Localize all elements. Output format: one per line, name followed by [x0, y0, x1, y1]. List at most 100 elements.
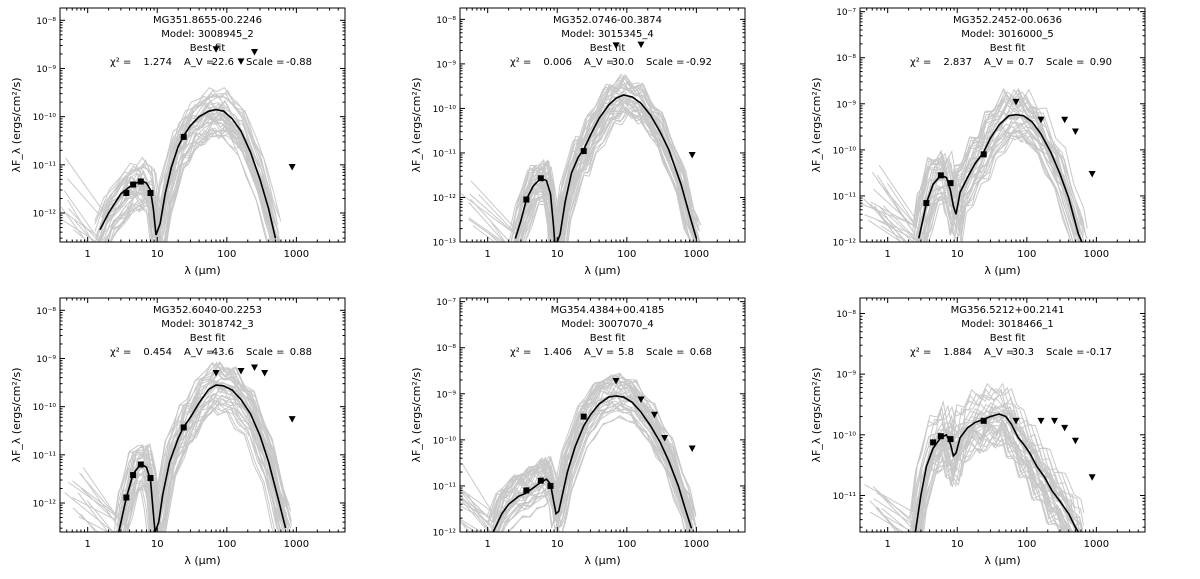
model-name: Model: 3018466_1	[961, 319, 1053, 330]
model-curve	[860, 87, 1078, 229]
flux-measurement	[147, 190, 154, 197]
x-axis-label: λ (μm)	[584, 264, 620, 277]
extinction-value: 22.6	[212, 57, 234, 68]
upper-limit-marker	[288, 164, 296, 171]
x-tick-label: 1000	[284, 249, 309, 260]
upper-limit-marker	[1037, 417, 1045, 425]
model-curve	[926, 129, 1083, 242]
extinction-label: A_V =	[584, 57, 614, 68]
model-curve	[60, 135, 269, 242]
upper-limit-marker	[688, 151, 696, 159]
y-axis-label: λF_λ (ergs/cm²/s)	[10, 367, 23, 462]
x-tick-label: 1	[884, 539, 890, 550]
model-curve	[66, 95, 277, 224]
upper-limit-marker	[650, 411, 658, 419]
model-curve	[116, 379, 283, 532]
model-curve	[104, 129, 274, 242]
sed-panel-2: 1 10 100 1000 10⁻¹³ 10⁻¹² 10⁻¹¹ 10⁻¹⁰ 10⁻⁹ 10⁻⁸ λ …	[410, 7, 746, 277]
y-tick-label: 10⁻⁹	[436, 60, 456, 70]
scale-value: -0.17	[1086, 347, 1112, 358]
model-name: Model: 3015345_4	[561, 29, 653, 40]
y-tick-label: 10⁻⁸	[836, 54, 856, 64]
flux-measurement	[523, 196, 530, 203]
model-name: Model: 3018742_3	[161, 319, 253, 330]
scale-label: Scale =	[1046, 347, 1084, 358]
x-tick-label: 1000	[284, 539, 309, 550]
model-curve	[912, 109, 1076, 242]
fit-label: Best fit	[190, 333, 226, 344]
model-curve	[928, 135, 1082, 242]
x-tick-label: 10	[551, 539, 564, 550]
model-name: Model: 3016000_5	[961, 29, 1053, 40]
flux-measurement	[147, 475, 154, 482]
y-tick-label: 10⁻⁹	[36, 355, 56, 365]
scale-value: -0.88	[286, 57, 312, 68]
upper-limit-marker	[612, 377, 620, 385]
model-curve	[923, 430, 1073, 532]
y-tick-label: 10⁻¹⁰	[433, 436, 457, 446]
model-curve	[511, 76, 694, 235]
sed-panel-6: 1 10 100 1000 10⁻¹¹ 10⁻¹⁰ 10⁻⁹ 10⁻⁸ λ (μm) λF_λ (…	[810, 297, 1146, 567]
model-curve	[923, 88, 1088, 229]
fit-label: Best fit	[590, 333, 626, 344]
plot-area	[864, 382, 1085, 532]
upper-limit-marker	[637, 396, 645, 404]
chi-squared-label: χ² =	[910, 347, 931, 358]
chi-squared-label: χ² =	[110, 57, 131, 68]
upper-limit-marker	[612, 42, 620, 49]
flux-measurement	[923, 200, 930, 207]
model-curve	[924, 134, 1078, 242]
plot-frame	[59, 297, 346, 533]
plot-frame	[859, 297, 1146, 533]
model-curve	[920, 387, 1085, 514]
scale-value: 0.88	[290, 347, 312, 358]
chi-squared-label: χ² =	[510, 57, 531, 68]
model-grid-curves	[460, 372, 697, 532]
scale-value: 0.90	[1090, 57, 1112, 68]
flux-measurement	[123, 190, 130, 197]
plot-frame	[459, 297, 746, 533]
flux-measurement	[980, 151, 987, 158]
y-tick-label: 10⁻¹²	[833, 239, 857, 249]
flux-measurement	[947, 436, 954, 443]
y-tick-label: 10⁻⁹	[836, 100, 856, 110]
model-curve	[460, 373, 692, 524]
model-curve	[497, 402, 692, 532]
model-curve	[883, 121, 1085, 242]
extinction-value: 5.8	[618, 347, 634, 358]
model-grid-curves	[864, 382, 1085, 532]
model-curve	[68, 110, 276, 242]
upper-limit-marker	[250, 364, 258, 371]
x-tick-label: 1000	[1084, 539, 1109, 550]
y-axis-label: λF_λ (ergs/cm²/s)	[810, 77, 823, 172]
sed-panel-4: 1 10 100 1000 10⁻¹² 10⁻¹¹ 10⁻¹⁰ 10⁻⁹ 10⁻⁸ λ (μm) λ…	[10, 297, 346, 567]
y-tick-label: 10⁻⁷	[836, 8, 856, 18]
model-curve	[921, 442, 1066, 532]
model-curve	[920, 93, 1085, 233]
model-curve	[495, 394, 694, 532]
y-tick-label: 10⁻¹¹	[833, 492, 857, 502]
best-fit-curve	[99, 108, 277, 239]
model-curve	[876, 394, 1074, 519]
sed-panel-1: 1 10 100 1000 10⁻¹² 10⁻¹¹ 10⁻¹⁰ 10⁻⁹ 10⁻⁸ λ (μm) λ…	[10, 7, 346, 277]
flux-measurement	[980, 417, 987, 424]
chi-squared-label: χ² =	[110, 347, 131, 358]
x-tick-label: 100	[217, 249, 236, 260]
model-curve	[915, 437, 1061, 532]
x-tick-label: 1000	[684, 539, 709, 550]
sed-panel-5: 1 10 100 1000 10⁻¹² 10⁻¹¹ 10⁻¹⁰ 10⁻⁹ 10⁻⁸ 10⁻⁷ λ (…	[410, 297, 746, 567]
y-tick-label: 10⁻⁸	[36, 307, 56, 317]
flux-measurement	[547, 482, 554, 489]
y-tick-label: 10⁻¹²	[433, 529, 457, 539]
upper-limit-marker	[212, 369, 220, 377]
model-curve	[880, 405, 1083, 532]
y-tick-label: 10⁻⁹	[36, 65, 56, 75]
x-axis-label: λ (μm)	[984, 264, 1020, 277]
source-name: MG352.2452-00.0636	[953, 15, 1062, 26]
flux-measurement	[130, 181, 137, 188]
fit-label: Best fit	[990, 333, 1026, 344]
upper-limit-marker	[1071, 437, 1079, 445]
model-grid-curves	[460, 73, 702, 242]
y-tick-label: 10⁻⁸	[436, 16, 456, 26]
x-axis-label: λ (μm)	[184, 554, 220, 567]
